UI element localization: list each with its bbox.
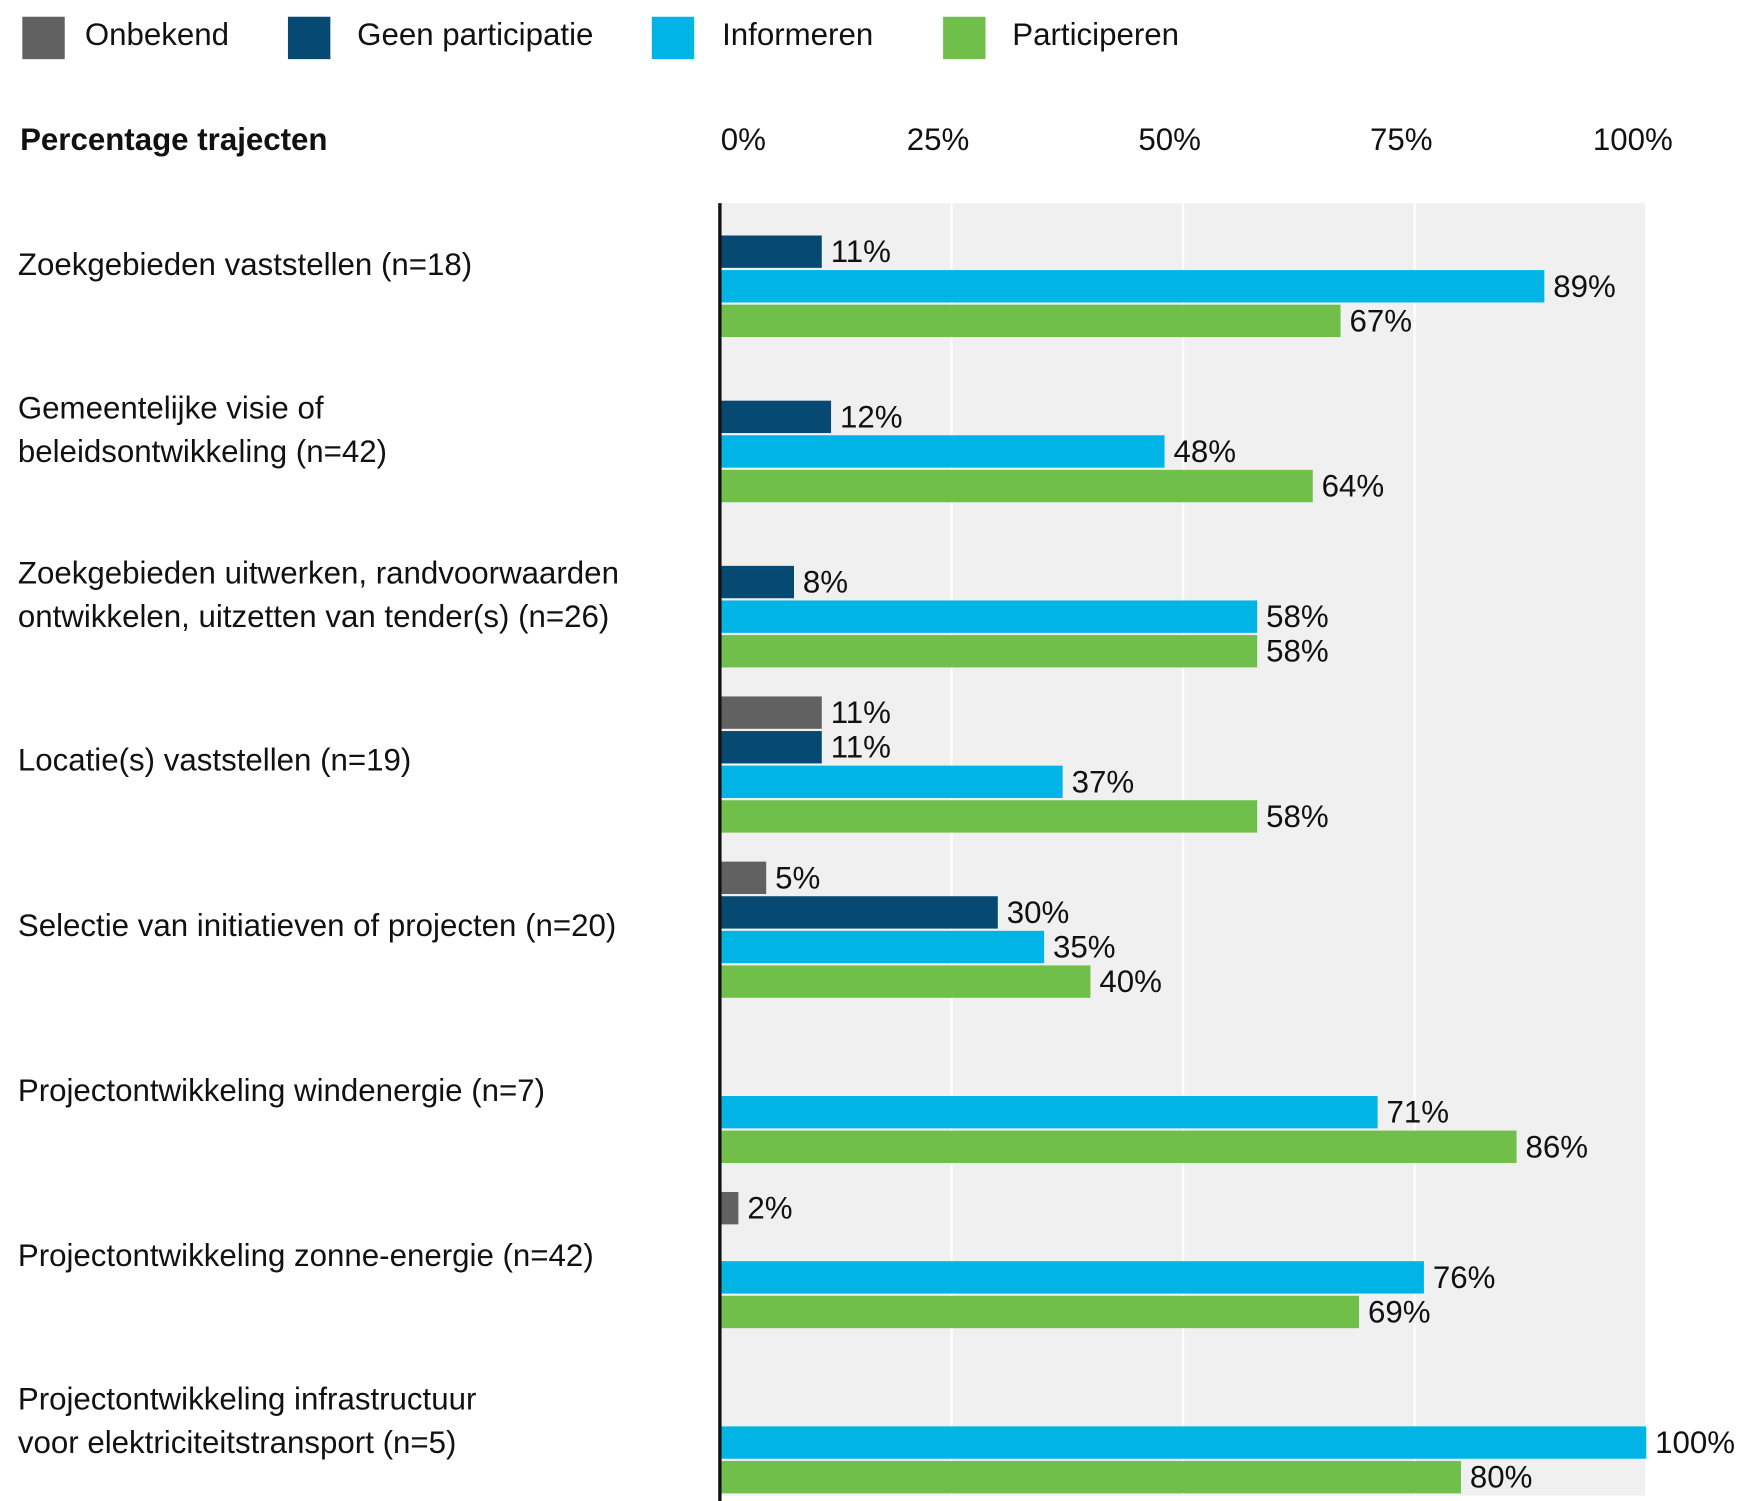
bar [719,635,1258,668]
value-label: 5% [775,860,820,895]
bar [719,469,1313,503]
value-label: 86% [1525,1129,1588,1164]
category-label: Gemeentelijke visie of beleidsontwikkeli… [17,390,388,469]
category-label: Projectontwikkeling infrastructuur voor … [17,1381,477,1460]
legend-label: Participeren [1012,17,1179,52]
bar [719,765,1063,799]
x-tick-label: 50% [1138,122,1201,157]
value-label: 40% [1099,964,1162,999]
bar [719,1426,1647,1459]
legend-swatch [22,16,65,60]
bar [719,1096,1378,1129]
legend-label: Informeren [722,17,873,52]
value-label: 11% [831,695,891,730]
value-label: 11% [831,234,891,269]
value-label: 64% [1322,469,1385,504]
bar [719,600,1258,633]
category-label: Zoekgebieden uitwerken, randvoorwaarden … [17,555,619,634]
bar [719,565,794,599]
bar [719,235,822,268]
bar [719,965,1091,998]
value-label: 71% [1387,1095,1450,1130]
category-label: Projectontwikkeling windenergie (n=7) [17,1073,546,1108]
value-label: 80% [1470,1460,1533,1495]
value-label: 58% [1266,599,1329,634]
value-label: 76% [1433,1260,1496,1295]
value-label: 100% [1655,1425,1735,1460]
bar [719,896,998,929]
legend-swatch [651,16,695,60]
bar [719,435,1165,468]
bar [719,1460,1461,1494]
x-tick-label: 25% [907,122,970,157]
x-tick-label: 100% [1593,122,1673,157]
category-label: Projectontwikkeling zonne-energie (n=42) [17,1238,594,1273]
legend-swatch [943,16,986,60]
bar [719,400,832,434]
bar [719,800,1258,833]
value-label: 35% [1053,929,1116,964]
bar [719,861,767,894]
value-label: 11% [831,730,891,765]
x-tick-label: 75% [1370,122,1433,157]
bar [719,1295,1360,1329]
value-label: 58% [1266,634,1329,669]
value-label: 48% [1173,434,1236,469]
bar [719,930,1045,964]
bar [719,1191,739,1225]
legend-label: Geen participatie [357,17,593,52]
value-label: 69% [1368,1294,1431,1329]
category-label: Zoekgebieden vaststellen (n=18) [17,247,473,282]
value-label: 89% [1553,269,1616,304]
bar [719,270,1545,303]
value-label: 2% [747,1191,792,1226]
bar [719,731,822,764]
legend-label: Onbekend [85,17,229,52]
x-tick-label: 0% [721,122,766,157]
value-label: 67% [1349,303,1412,338]
value-label: 8% [803,565,848,600]
value-label: 30% [1007,895,1070,930]
legend-swatch [287,16,331,60]
bar [719,304,1341,338]
value-label: 12% [840,399,903,434]
axis-title: Percentage trajecten [20,122,327,157]
bar [719,1261,1424,1294]
bar [719,696,822,729]
category-label: Locatie(s) vaststellen (n=19) [17,742,412,778]
bar [719,1130,1517,1163]
value-label: 37% [1072,764,1135,799]
value-label: 58% [1266,799,1329,834]
category-label: Selectie van initiatieven of projecten (… [17,907,617,943]
